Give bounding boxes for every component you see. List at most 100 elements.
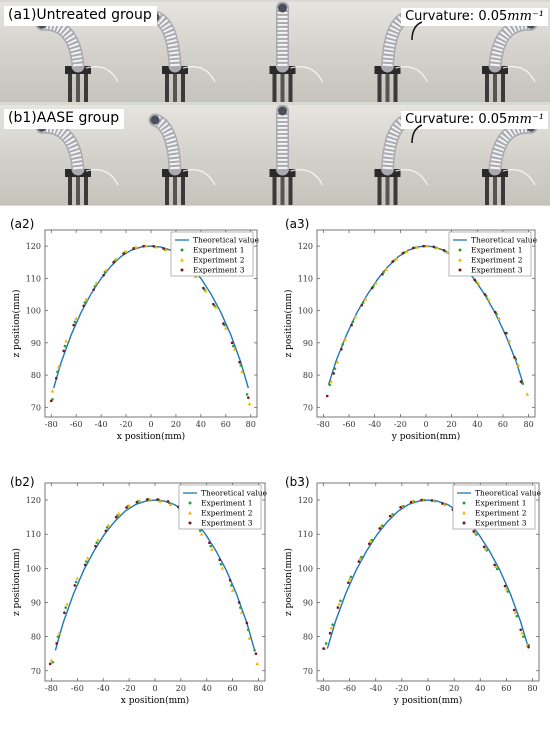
stand-leg [272,177,277,205]
y-tick-label: 110 [26,274,41,283]
stand-leg [68,74,72,102]
data-point-exp2 [343,337,348,341]
data-point-exp3 [238,360,241,364]
x-tick-label: -40 [97,684,110,693]
data-point-exp3 [512,608,516,612]
data-point-exp3 [493,563,496,567]
soft-robot-drawing [269,2,324,102]
photo-strip: (a1)Untreated group Curvature: 0.05mm⁻¹ (… [0,0,550,206]
data-point-exp3 [381,272,384,276]
data-point-exp1 [209,544,212,548]
air-tube [395,169,429,186]
legend-label: Experiment 2 [201,509,253,518]
y-tick-label: 110 [298,274,313,283]
data-point-exp1 [349,575,353,579]
y-tick-label: 70 [31,667,41,676]
end-cap [278,3,287,13]
x-tick-label: -20 [394,420,407,429]
data-point-exp2 [96,538,100,542]
x-tick-label: 20 [176,684,186,693]
data-point-exp3 [152,244,155,248]
data-point-exp1 [105,526,109,529]
legend-swatch [458,248,462,252]
data-point-exp3 [145,498,149,501]
y-tick-label: 70 [303,667,313,676]
data-point-exp3 [360,303,364,307]
data-point-exp1 [361,301,365,304]
data-point-exp3 [473,278,477,282]
data-point-exp2 [104,268,108,272]
air-tube [182,66,216,83]
data-point-exp3 [218,558,222,562]
x-tick-label: 0 [148,420,153,429]
stand-leg [76,74,80,102]
data-point-exp2 [497,316,501,320]
chart-panel-a3: (a3) -80 -60 -40 -20 0 20 40 60 80 70 80 90 100 110 120… [275,212,550,474]
data-point-exp2 [168,502,173,507]
data-point-exp2 [194,274,198,279]
stand-leg [76,177,80,205]
data-point-exp1 [73,320,77,324]
legend-label: Theoretical value [193,236,260,245]
data-point-exp3 [357,560,361,563]
x-axis-label: x position(mm) [121,695,189,706]
data-point-exp3 [222,322,225,325]
soft-robot-drawing [148,10,216,102]
data-point-exp1 [232,344,235,348]
data-point-exp3 [63,611,66,615]
end-cap [150,115,160,125]
air-tube [290,169,324,186]
x-tick-label: -80 [45,420,58,429]
data-point-exp1 [339,599,342,603]
data-point-exp2 [164,247,168,252]
x-axis-label: y position(mm) [393,695,462,706]
data-point-exp3 [54,377,58,380]
data-point-exp2 [504,586,509,591]
data-point-exp3 [328,631,332,635]
data-point-exp1 [239,364,243,367]
data-point-exp2 [134,245,138,249]
data-point-exp1 [360,555,363,559]
scatter-chart: (a3) -80 -60 -40 -20 0 20 40 60 80 70 80 90 100 110 120… [283,217,538,442]
data-point-exp3 [122,252,125,255]
stand-leg [393,74,398,102]
theory-line [326,499,530,649]
curvature-label: Curvature: 0.05mm⁻¹ [401,8,548,26]
legend-label: Experiment 3 [201,519,253,528]
air-tube [85,66,119,83]
data-point-exp3 [49,399,53,403]
x-tick-label: 0 [425,684,430,693]
data-point-exp3 [483,293,487,296]
data-point-exp3 [430,499,434,502]
data-point-exp2 [154,245,158,249]
data-point-exp1 [74,580,78,584]
x-tick-label: 0 [152,684,157,693]
panel-tag: (a3) [285,217,309,231]
data-point-exp2 [507,339,512,343]
data-point-exp2 [374,281,378,285]
data-point-exp2 [425,244,430,248]
stand-leg [393,177,398,205]
x-tick-label: 40 [475,684,485,693]
data-point-exp3 [442,249,446,252]
data-point-exp3 [102,273,105,277]
data-point-exp2 [520,631,524,635]
data-point-exp1 [85,560,88,563]
stand-leg [501,177,505,205]
stand-leg [501,74,505,102]
y-tick-label: 110 [298,530,313,539]
legend-label: Experiment 2 [193,256,245,265]
data-point-exp2 [255,661,260,666]
data-point-exp2 [247,636,252,640]
legend-swatch [462,511,466,515]
data-point-exp2 [239,610,244,615]
soft-robot-drawing [269,105,324,205]
legend-swatch [188,511,192,515]
data-point-exp2 [158,499,162,503]
y-tick-label: 100 [298,307,313,316]
y-tick-label: 110 [26,530,41,539]
data-point-exp3 [125,506,128,509]
legend-label: Theoretical value [201,489,268,498]
data-point-exp2 [75,576,80,580]
data-point-exp3 [370,286,374,290]
